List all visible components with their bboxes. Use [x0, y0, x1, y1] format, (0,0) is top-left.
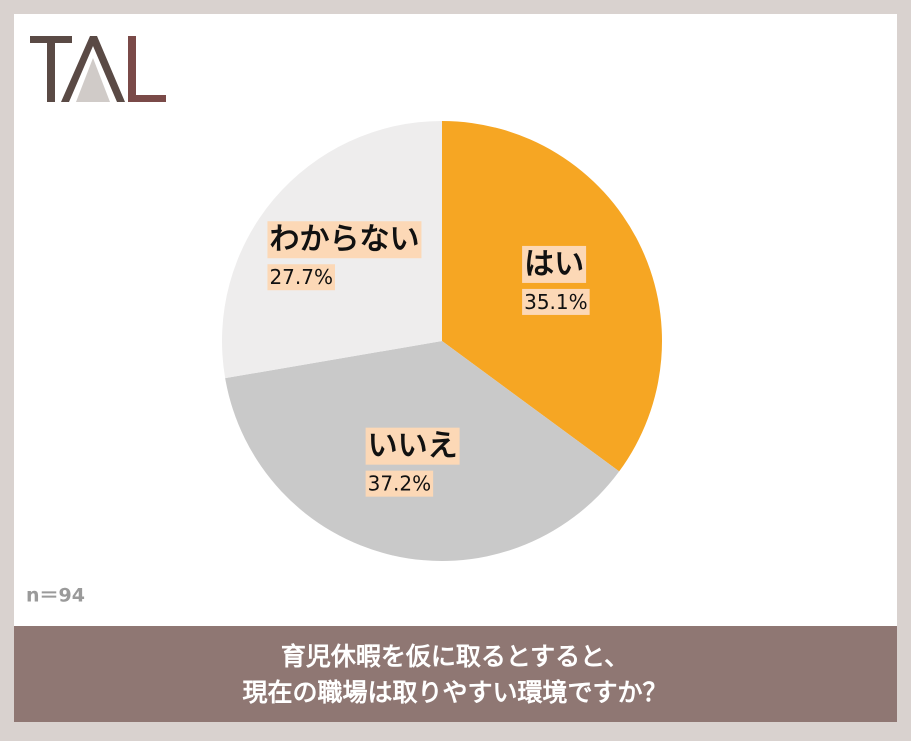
- label-background: [267, 221, 422, 259]
- logo: [30, 36, 166, 102]
- label-background: [365, 470, 434, 497]
- caption-line: 育児休暇を仮に取るとすると、: [281, 642, 629, 671]
- value-label: 27.7%: [269, 265, 333, 289]
- label-background: [267, 264, 336, 291]
- label-background: [365, 427, 460, 465]
- slice-label: わからない: [269, 222, 419, 257]
- slice-label: いいえ: [368, 429, 458, 464]
- caption-band: [14, 626, 897, 722]
- sample-size-note: n＝94: [26, 585, 85, 607]
- label-background: [522, 288, 590, 315]
- slice-label: はい: [524, 247, 584, 282]
- pie-chart: はい 35.1% いいえ 37.2% わからない 27.7%: [222, 121, 662, 561]
- label-background: [522, 245, 587, 283]
- value-label: 35.1%: [524, 290, 588, 314]
- value-label: 37.2%: [368, 472, 432, 496]
- caption-line: 現在の職場は取りやすい環境ですか？: [242, 678, 667, 707]
